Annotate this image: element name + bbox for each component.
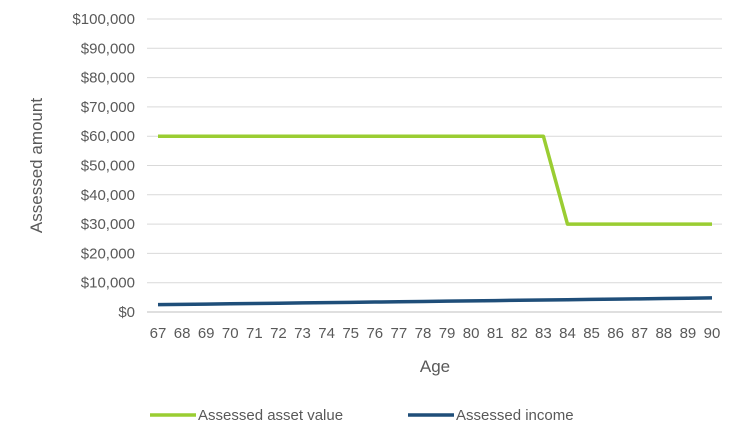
x-tick-label: 90 [704, 325, 721, 342]
y-axis-tick-labels: $0 $10,000 $20,000 $30,000 $40,000 $50,000 $60… [72, 11, 135, 321]
x-tick-label: 89 [680, 325, 697, 342]
y-tick-label: $10,000 [81, 275, 135, 292]
x-tick-label: 72 [270, 325, 287, 342]
x-tick-label: 82 [511, 325, 528, 342]
series-line-assessed-asset-value [158, 134, 712, 226]
x-tick-label: 86 [607, 325, 624, 342]
y-tick-label: $70,000 [81, 99, 135, 116]
series-line-assessed-income [157, 296, 713, 307]
gridlines [147, 18, 722, 313]
y-tick-label: $90,000 [81, 40, 135, 57]
legend-label: Assessed income [456, 407, 574, 424]
x-tick-label: 87 [631, 325, 648, 342]
x-tick-label: 73 [294, 325, 311, 342]
y-tick-label: $60,000 [81, 128, 135, 145]
x-tick-label: 77 [391, 325, 408, 342]
x-tick-label: 84 [559, 325, 576, 342]
legend: Assessed asset value Assessed income [150, 407, 574, 424]
y-tick-label: $0 [118, 304, 135, 321]
y-axis-title: Assessed amount [27, 98, 46, 233]
x-tick-label: 83 [535, 325, 552, 342]
x-axis-title: Age [420, 357, 450, 376]
x-axis-tick-labels: 67 68 69 70 71 72 73 74 75 76 77 78 79 80 81 82 83 84 85 86… [150, 325, 721, 342]
x-tick-label: 67 [150, 325, 167, 342]
y-tick-label: $100,000 [72, 11, 135, 28]
y-tick-label: $30,000 [81, 216, 135, 233]
legend-label: Assessed asset value [198, 407, 343, 424]
y-tick-label: $40,000 [81, 187, 135, 204]
x-tick-label: 79 [439, 325, 456, 342]
x-tick-label: 81 [487, 325, 504, 342]
y-tick-label: $50,000 [81, 158, 135, 175]
x-tick-label: 75 [342, 325, 359, 342]
series-lines [157, 134, 713, 307]
x-tick-label: 85 [583, 325, 600, 342]
x-tick-label: 68 [174, 325, 191, 342]
x-tick-label: 71 [246, 325, 263, 342]
y-tick-label: $20,000 [81, 245, 135, 262]
x-tick-label: 80 [463, 325, 480, 342]
x-tick-label: 78 [415, 325, 432, 342]
x-tick-label: 70 [222, 325, 239, 342]
y-tick-label: $80,000 [81, 70, 135, 87]
x-tick-label: 74 [318, 325, 335, 342]
x-tick-label: 76 [366, 325, 383, 342]
x-tick-label: 88 [655, 325, 672, 342]
x-tick-label: 69 [198, 325, 215, 342]
